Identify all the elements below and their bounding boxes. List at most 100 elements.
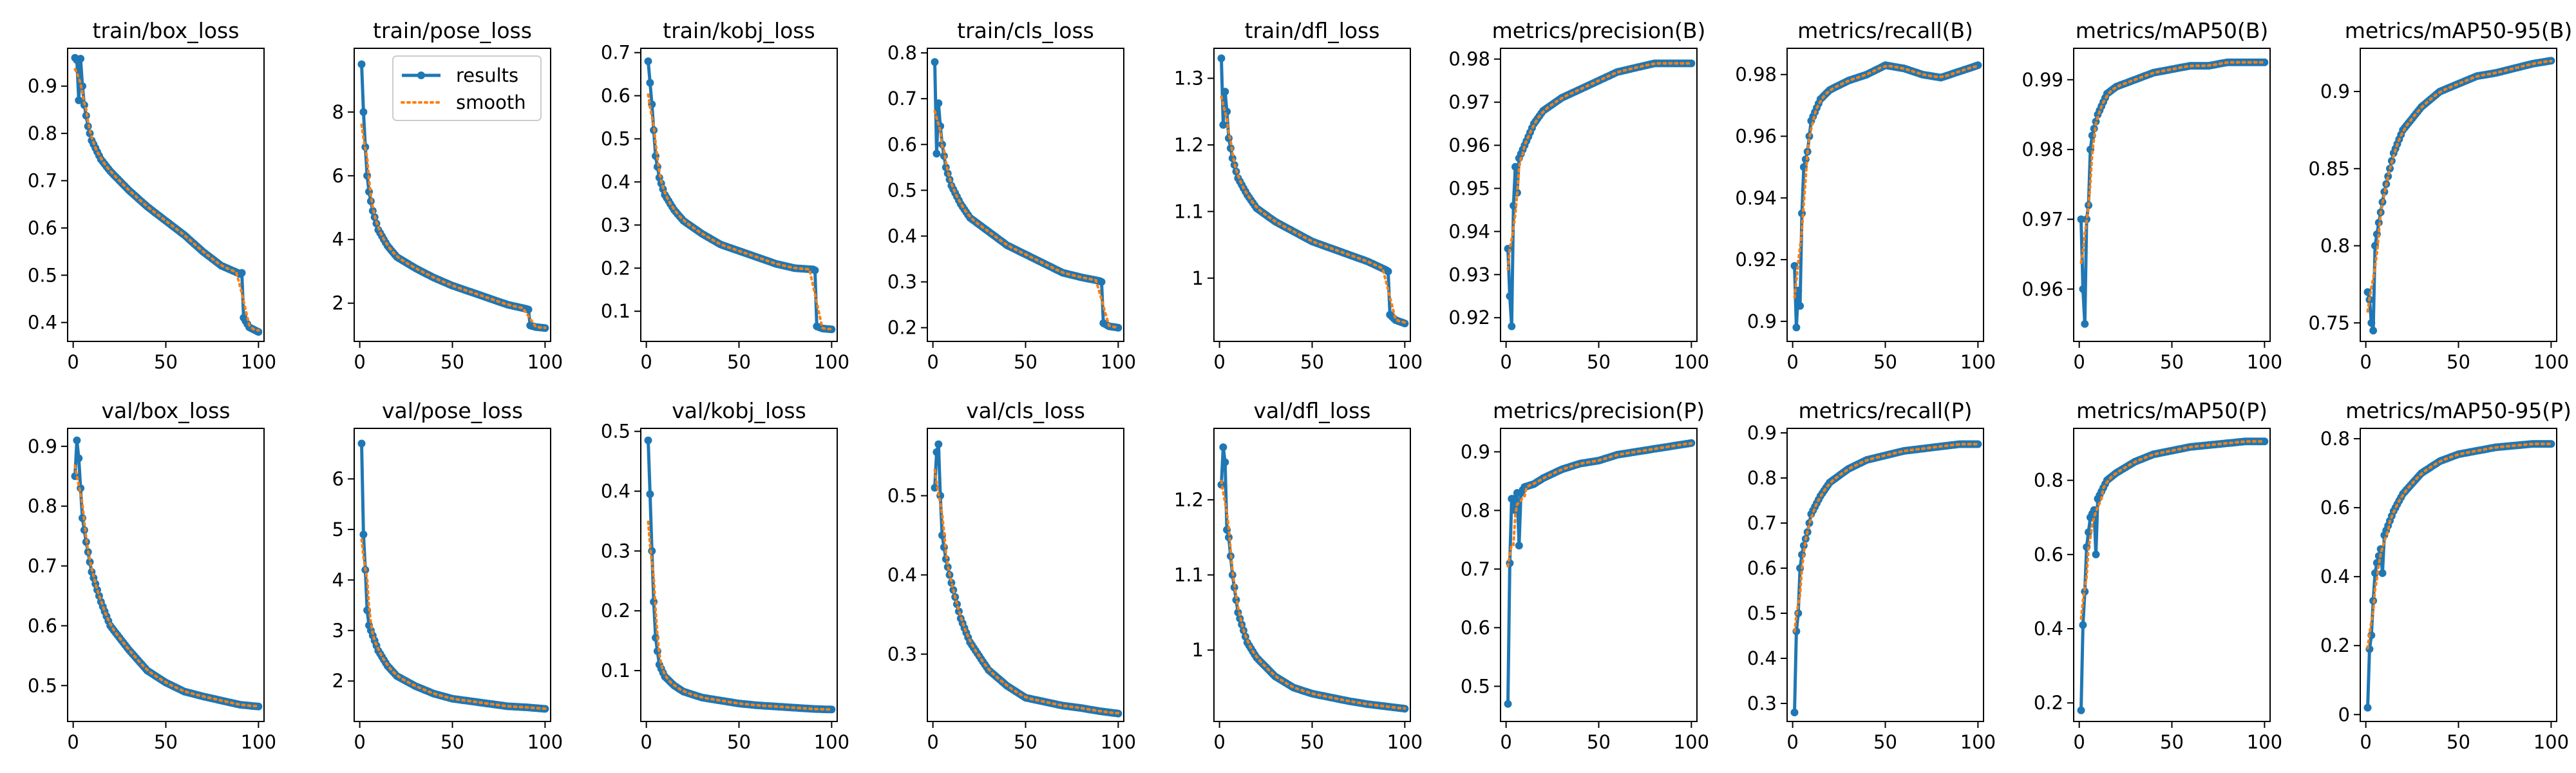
axes-frame: [640, 48, 838, 342]
results-point: [254, 702, 263, 711]
results-point: [2083, 215, 2091, 224]
y-tick-label: 0.7: [601, 42, 630, 64]
x-tick-label: 0: [1213, 731, 1225, 753]
subplot: val/pose_loss 0 50 100 2 3 4 5 6: [332, 398, 564, 753]
subplot: metrics/mAP50(P) 0 50 100 0.2 0.4 0.6 0.8: [2034, 398, 2282, 753]
legend-box: [392, 55, 542, 121]
results-line: [647, 440, 832, 711]
smooth-line: [1793, 443, 1980, 633]
y-tick-label: 0.5: [887, 179, 917, 201]
y-tick-label: 0.8: [28, 495, 57, 517]
results-point: [77, 55, 85, 63]
x-tick-label: 100: [241, 351, 276, 373]
results-point: [2260, 437, 2269, 446]
y-tick-label: 0.2: [2034, 692, 2063, 714]
results-point: [2090, 506, 2098, 514]
results-point: [2079, 621, 2087, 629]
results-point: [1790, 709, 1799, 716]
y-tick-label: 0.85: [2308, 158, 2350, 180]
axes-frame: [1786, 428, 1984, 722]
x-tick-label: 0: [2360, 731, 2371, 753]
y-tick-label: 1.2: [1174, 489, 1204, 511]
smooth-line: [73, 68, 260, 332]
subplot-title: metrics/mAP50(B): [2076, 18, 2269, 43]
y-tick-label: 3: [332, 620, 344, 642]
y-tick-label: 1.1: [1174, 564, 1204, 586]
results-point: [1974, 440, 1982, 448]
y-tick-label: 0.8: [1747, 467, 1777, 489]
subplot: metrics/mAP50-95(B) 0 50 100 0.75 0.8 0.85 0.9: [2308, 18, 2572, 373]
results-point: [828, 325, 836, 334]
axes-frame: [2073, 428, 2271, 722]
axes-frame: [640, 428, 838, 722]
x-tick-label: 100: [527, 351, 563, 373]
y-tick-label: 2: [332, 670, 344, 692]
results-point: [1504, 700, 1512, 708]
x-tick-label: 100: [814, 731, 849, 753]
y-tick-label: 0.8: [2034, 470, 2063, 491]
results-point: [2079, 285, 2087, 293]
results-point: [2367, 319, 2376, 327]
results-point: [1508, 322, 1516, 330]
subplot-title: metrics/precision(P): [1493, 398, 1705, 423]
axes-frame: [67, 428, 265, 722]
x-tick-label: 0: [67, 351, 79, 373]
subplot: val/cls_loss 0 50 100 0.3 0.4 0.5: [887, 398, 1136, 753]
subplot-title: metrics/precision(B): [1492, 18, 1706, 43]
x-tick-label: 100: [1960, 731, 1996, 753]
y-tick-label: 0.2: [887, 317, 917, 339]
results-point: [79, 82, 86, 90]
results-line: [2079, 61, 2265, 326]
y-tick-label: 0.8: [2320, 235, 2350, 257]
y-tick-label: 0.9: [1461, 441, 1490, 463]
smooth-line: [2366, 443, 2553, 650]
y-tick-label: 0.7: [28, 169, 57, 191]
x-tick-label: 0: [1500, 731, 1511, 753]
y-tick-label: 0.6: [601, 85, 630, 107]
y-tick-label: 0.5: [28, 264, 57, 286]
y-tick-label: 2: [332, 292, 344, 314]
subplot-title: metrics/mAP50(P): [2076, 398, 2268, 423]
x-tick-label: 50: [727, 731, 751, 753]
y-tick-label: 0.8: [28, 122, 57, 144]
x-tick-label: 50: [440, 351, 464, 373]
x-tick-label: 100: [2533, 731, 2569, 753]
smooth-line: [1506, 62, 1693, 271]
results-point: [931, 58, 939, 66]
axes-frame: [927, 428, 1124, 722]
results-point: [2363, 703, 2372, 712]
legend: results smooth: [392, 55, 542, 121]
results-point: [1796, 301, 1804, 310]
x-tick-label: 50: [1300, 731, 1324, 753]
smooth-line: [73, 464, 260, 708]
y-tick-label: 0.3: [887, 271, 917, 293]
y-tick-label: 0.98: [1448, 48, 1490, 70]
smooth-line: [360, 123, 547, 329]
results-point: [1687, 59, 1696, 68]
subplot-title: train/kobj_loss: [663, 18, 815, 43]
y-tick-label: 0.9: [1747, 310, 1777, 332]
y-tick-label: 0.6: [28, 217, 57, 239]
smooth-line: [647, 520, 833, 711]
subplot: metrics/precision(P) 0 50 100 0.5 0.6 0.7 0.8 0.…: [1461, 398, 1709, 753]
x-tick-label: 50: [2160, 731, 2184, 753]
x-tick-label: 50: [440, 731, 464, 753]
y-tick-label: 8: [332, 101, 344, 123]
results-point: [2384, 172, 2392, 180]
results-point: [1506, 292, 1514, 300]
subplot: metrics/mAP50(B) 0 50 100 0.96 0.97 0.98 0.99: [2022, 18, 2282, 373]
smooth-line: [1793, 64, 1980, 299]
subplot-title: val/cls_loss: [966, 398, 1085, 423]
results-point: [2081, 320, 2089, 328]
subplot-title: train/cls_loss: [957, 18, 1094, 43]
y-tick-label: 0.3: [601, 540, 630, 562]
y-tick-label: 0.3: [887, 643, 917, 665]
results-line: [73, 57, 260, 334]
y-tick-label: 0.98: [2022, 138, 2063, 160]
y-tick-label: 0.98: [1735, 64, 1777, 86]
x-tick-label: 100: [1387, 351, 1423, 373]
y-tick-label: 0.6: [1747, 557, 1777, 579]
y-tick-label: 0.94: [1735, 187, 1777, 209]
results-point: [644, 436, 652, 444]
results-point: [1219, 120, 1227, 129]
